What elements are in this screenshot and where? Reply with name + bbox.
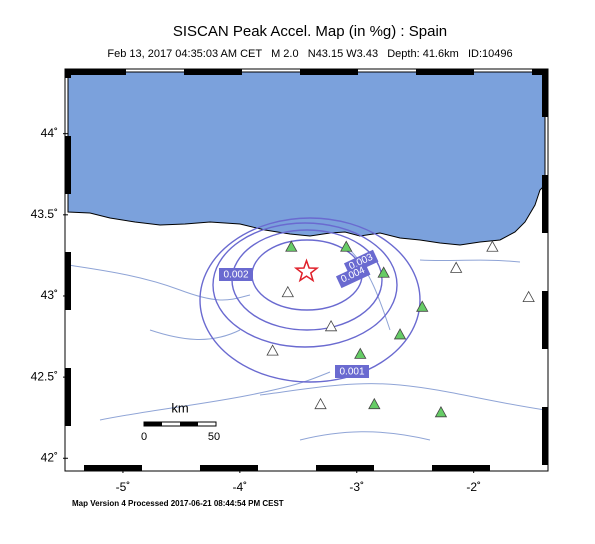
lat-tick-label: 42.5˚	[31, 369, 58, 383]
lon-tick-label: -4˚	[233, 480, 248, 494]
lon-tick-label: -3˚	[349, 480, 364, 494]
lon-tick-label: -2˚	[466, 480, 481, 494]
station	[393, 328, 407, 340]
lat-tick-label: 44˚	[41, 126, 58, 140]
station	[314, 397, 327, 410]
lon-tick-label: -5˚	[116, 480, 131, 494]
footer: Map Version 4 Processed 2017-06-21 08:44…	[72, 499, 284, 508]
lat-tick-label: 43.5˚	[31, 207, 58, 221]
station	[340, 240, 353, 252]
map-title: SISCAN Peak Accel. Map (in %g) : Spain	[173, 23, 447, 40]
station	[281, 285, 294, 298]
station	[486, 240, 499, 252]
scale-end: 50	[208, 431, 220, 443]
station	[434, 405, 448, 418]
scale-start: 0	[141, 431, 147, 443]
contour-label-box	[335, 365, 369, 378]
station	[368, 397, 381, 410]
station	[416, 300, 429, 312]
contour-label: 0.002	[223, 270, 248, 281]
map-frame	[65, 69, 548, 471]
map-frame-outer	[64, 68, 549, 472]
contour-label-box	[219, 268, 253, 281]
lat-tick-label: 43˚	[41, 288, 58, 302]
sea	[67, 71, 546, 246]
contour-label-box	[335, 262, 371, 289]
epicenter	[293, 258, 320, 283]
station	[377, 266, 390, 278]
station	[324, 319, 338, 332]
scale-bar	[143, 421, 217, 427]
rivers	[67, 249, 546, 441]
station	[522, 290, 535, 302]
station	[354, 347, 367, 359]
station	[285, 240, 298, 252]
lat-tick-label: 42˚	[41, 450, 58, 464]
station	[266, 344, 279, 356]
station	[449, 261, 463, 273]
contour-label: 0.001	[339, 367, 364, 378]
scale-unit: km	[171, 400, 188, 415]
map-subtitle: Feb 13, 2017 04:35:03 AM CET M 2.0 N43.1…	[107, 48, 512, 60]
